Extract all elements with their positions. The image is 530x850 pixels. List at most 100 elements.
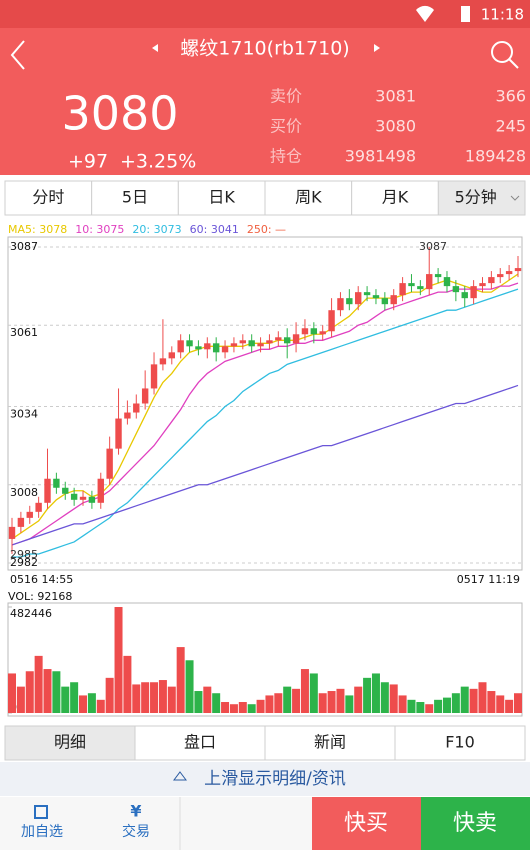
volume-bar bbox=[167, 686, 176, 713]
candle-body bbox=[488, 277, 495, 284]
quick-sell-button[interactable] bbox=[421, 797, 530, 850]
hint-icon bbox=[173, 771, 187, 781]
volume-bar bbox=[318, 693, 327, 713]
tab-label: 明细 bbox=[54, 733, 86, 752]
dropdown-arrow bbox=[510, 195, 520, 201]
candle-body bbox=[159, 358, 167, 365]
candle-body bbox=[363, 292, 371, 296]
prev-contract[interactable] bbox=[152, 44, 158, 52]
candle-body bbox=[399, 283, 406, 296]
candle-body bbox=[452, 286, 460, 293]
footer-label: 交易 bbox=[122, 823, 150, 840]
volume-bar bbox=[34, 655, 43, 713]
candle-body bbox=[62, 487, 69, 494]
back-button[interactable] bbox=[10, 40, 25, 70]
quick-buy-button[interactable] bbox=[312, 797, 421, 850]
volume-bar bbox=[425, 704, 434, 713]
plot-frame bbox=[7, 236, 523, 571]
tab-label: 分时 bbox=[32, 188, 64, 207]
candle-body bbox=[133, 403, 140, 413]
volume-bar bbox=[407, 699, 416, 713]
min-annotation: 2985 bbox=[10, 548, 38, 561]
price-change: +97 bbox=[68, 151, 108, 173]
candle-body bbox=[212, 343, 220, 353]
quote-volume: 366 bbox=[495, 87, 526, 106]
search-button[interactable] bbox=[491, 41, 519, 69]
volume-bar bbox=[212, 693, 221, 713]
add-watch-button[interactable]: 加自选 bbox=[21, 805, 63, 840]
volume-bar bbox=[496, 695, 505, 713]
y-tick-label: 3008 bbox=[10, 486, 38, 499]
tab-label: 周K bbox=[295, 188, 322, 207]
ma-line bbox=[12, 288, 519, 558]
candle-body bbox=[221, 346, 229, 353]
tab[interactable] bbox=[264, 180, 353, 216]
volume-bar bbox=[96, 699, 105, 713]
ma-legend: 60: 3041 bbox=[190, 223, 239, 236]
volume-bar bbox=[487, 691, 496, 713]
candle-body bbox=[53, 478, 60, 488]
tab[interactable] bbox=[4, 180, 93, 216]
ma-legend: 250: — bbox=[247, 223, 286, 236]
candle-body bbox=[79, 496, 87, 500]
ma-line bbox=[11, 282, 519, 546]
volume-bar bbox=[309, 673, 318, 713]
tab[interactable] bbox=[4, 725, 136, 761]
candle-body bbox=[283, 337, 291, 344]
candle-body bbox=[346, 298, 353, 305]
volume-bar bbox=[79, 695, 88, 713]
tab-label: 月K bbox=[382, 188, 409, 207]
volume-bar bbox=[442, 697, 451, 713]
candle-body bbox=[390, 295, 397, 305]
candle-body bbox=[426, 274, 433, 290]
candle-body bbox=[141, 388, 149, 404]
tab[interactable] bbox=[91, 180, 179, 216]
tab[interactable] bbox=[264, 725, 396, 761]
volume-bar bbox=[371, 673, 380, 713]
wifi-icon bbox=[416, 5, 434, 22]
candle-body bbox=[355, 292, 362, 305]
tab-label: 5分钟 bbox=[455, 188, 497, 207]
volume-tick-label: 482446 bbox=[10, 607, 52, 620]
candle-body bbox=[319, 331, 326, 335]
volume-bar bbox=[478, 682, 487, 713]
period-tabs: 分时 5日 日K 周K 月K 5分钟 bbox=[4, 180, 526, 216]
hint-text[interactable]: 上滑显示明细/资讯 bbox=[204, 769, 346, 789]
volume-bar bbox=[229, 704, 238, 713]
volume-bar bbox=[398, 695, 407, 713]
tab[interactable] bbox=[437, 180, 526, 216]
tab[interactable] bbox=[351, 180, 439, 216]
volume-bar bbox=[389, 684, 398, 713]
tab-label: 5日 bbox=[122, 188, 148, 207]
tab[interactable] bbox=[394, 725, 526, 761]
quote-label: 持仓 bbox=[270, 147, 302, 166]
search-icon bbox=[491, 41, 513, 63]
candle-body bbox=[195, 346, 202, 350]
candle-body bbox=[417, 286, 424, 290]
candle-body bbox=[230, 343, 238, 347]
volume-bar bbox=[247, 704, 256, 713]
volume-bar bbox=[8, 673, 16, 713]
volume-bar bbox=[203, 686, 212, 713]
candle-body bbox=[337, 298, 344, 311]
quote-label: 买价 bbox=[270, 117, 302, 136]
candle-body bbox=[44, 478, 51, 503]
candle-body bbox=[204, 343, 211, 350]
volume-bar bbox=[221, 702, 230, 713]
volume-bar bbox=[274, 693, 283, 713]
tab[interactable] bbox=[177, 180, 266, 216]
volume-label: VOL: 92168 bbox=[8, 590, 72, 603]
candle-body bbox=[301, 328, 309, 335]
volume-bar bbox=[70, 682, 79, 713]
volume-bar bbox=[265, 695, 274, 713]
tab[interactable] bbox=[134, 725, 266, 761]
volume-bar bbox=[469, 688, 478, 713]
candle-body bbox=[381, 298, 389, 305]
y-tick-label: 3061 bbox=[10, 326, 38, 339]
volume-bar bbox=[114, 607, 123, 713]
next-contract[interactable] bbox=[374, 44, 380, 52]
volume-bar bbox=[150, 682, 159, 713]
candle-body bbox=[248, 340, 255, 347]
trade-button[interactable]: ¥ 交易 bbox=[122, 802, 150, 841]
